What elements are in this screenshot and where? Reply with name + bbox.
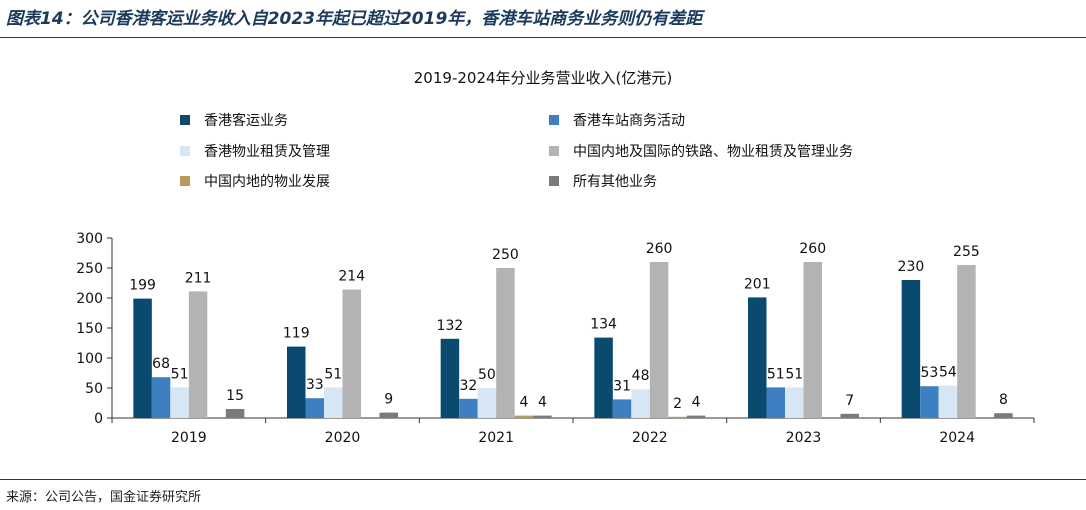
data-label-2021-s6: 4 xyxy=(538,395,547,411)
data-label-2023-s4: 260 xyxy=(799,241,826,257)
data-label-2024-s2: 53 xyxy=(921,365,939,381)
bar-2021-s2 xyxy=(459,398,478,418)
bar-2023-s3 xyxy=(785,387,804,418)
bar-2024-s4 xyxy=(957,265,976,418)
legend-swatch-4 xyxy=(549,146,559,156)
bar-2022-s3 xyxy=(631,389,650,418)
y-tick-label-100: 100 xyxy=(76,351,103,367)
bar-2022-s2 xyxy=(612,399,632,418)
data-label-2022-s1: 134 xyxy=(590,317,617,333)
bar-2024-s3 xyxy=(938,385,958,418)
y-tick-label-50: 50 xyxy=(85,381,103,397)
data-label-2024-s1: 230 xyxy=(898,259,925,275)
bar-2021-s4 xyxy=(496,268,515,418)
data-label-2019-s6: 15 xyxy=(226,388,244,404)
plot-area: 0501001502002503002019199685121115202011… xyxy=(76,231,1035,446)
bar-2023-s2 xyxy=(766,387,785,418)
bar-2024-s2 xyxy=(920,386,939,418)
bar-2020-s3 xyxy=(324,387,343,418)
bar-2020-s6 xyxy=(379,412,398,418)
figure-title: 图表14：公司香港客运业务收入自2023年起已超过2019年，香港车站商务业务则… xyxy=(6,9,703,29)
bar-2021-s1 xyxy=(440,338,460,418)
data-label-2021-s1: 132 xyxy=(437,318,464,334)
bar-2022-s5 xyxy=(668,416,687,418)
x-tick-label-2019: 2019 xyxy=(171,430,207,446)
y-tick-label-150: 150 xyxy=(76,321,103,337)
legend-label-6: 所有其他业务 xyxy=(573,174,657,190)
legend-swatch-3 xyxy=(180,146,190,156)
legend-label-2: 香港车站商务活动 xyxy=(573,112,685,129)
data-label-2022-s2: 31 xyxy=(613,378,631,394)
bar-2022-s6 xyxy=(686,415,706,418)
bar-2020-s1 xyxy=(287,346,306,418)
data-label-2021-s5: 4 xyxy=(519,395,528,411)
data-label-2023-s6: 7 xyxy=(845,393,854,409)
source-note: 来源：公司公告，国金证券研究所 xyxy=(6,490,202,505)
top-rule xyxy=(0,37,1086,38)
data-label-2022-s5: 2 xyxy=(673,396,682,412)
data-label-2022-s3: 48 xyxy=(632,368,650,384)
y-tick-label-250: 250 xyxy=(76,261,103,277)
data-label-2019-s1: 199 xyxy=(129,278,156,294)
bar-2021-s3 xyxy=(477,388,497,418)
bar-2019-s6 xyxy=(225,409,245,418)
legend-label-3: 香港物业租赁及管理 xyxy=(204,144,330,160)
data-label-2023-s3: 51 xyxy=(785,366,803,382)
bar-2019-s1 xyxy=(133,298,152,418)
legend-label-5: 中国内地的物业发展 xyxy=(204,174,330,190)
data-label-2019-s3: 51 xyxy=(171,366,189,382)
data-label-2022-s4: 260 xyxy=(646,241,673,257)
y-tick-label-0: 0 xyxy=(94,411,103,427)
bar-2019-s4 xyxy=(188,291,208,418)
bottom-rule xyxy=(0,479,1086,480)
x-tick-label-2020: 2020 xyxy=(325,430,361,446)
data-label-2021-s2: 32 xyxy=(460,378,478,394)
legend-swatch-6 xyxy=(549,176,559,186)
y-tick-label-200: 200 xyxy=(76,291,103,307)
data-label-2021-s4: 250 xyxy=(492,247,519,263)
legend-label-4: 中国内地及国际的铁路、物业租赁及管理业务 xyxy=(573,144,853,160)
chart: 2019-2024年分业务营业收入(亿港元) 香港客运业务 香港车站商务活动香港物… xyxy=(76,69,1035,446)
legend-label-1: 香港客运业务 xyxy=(204,112,288,129)
legend-swatch-5 xyxy=(180,176,190,186)
bar-2023-s1 xyxy=(748,297,767,418)
bar-2019-s3 xyxy=(170,387,189,418)
data-label-2023-s2: 51 xyxy=(767,366,785,382)
data-label-2020-s4: 214 xyxy=(338,269,365,285)
x-tick-label-2022: 2022 xyxy=(632,430,668,446)
bar-2023-s4 xyxy=(803,262,822,418)
bar-2020-s4 xyxy=(342,289,361,418)
data-label-2021-s3: 50 xyxy=(478,367,496,383)
bar-2023-s6 xyxy=(840,413,859,418)
data-label-2022-s6: 4 xyxy=(692,395,701,411)
data-label-2020-s1: 119 xyxy=(283,326,310,342)
bar-2022-s4 xyxy=(649,262,669,418)
data-label-2019-s4: 211 xyxy=(185,270,212,286)
x-tick-label-2023: 2023 xyxy=(786,430,822,446)
bar-2024-s6 xyxy=(994,413,1013,418)
bar-2020-s2 xyxy=(305,398,324,418)
data-label-2020-s3: 51 xyxy=(324,366,342,382)
bar-2019-s2 xyxy=(151,377,171,418)
data-label-2023-s1: 201 xyxy=(744,276,771,292)
data-label-2019-s2: 68 xyxy=(152,356,170,372)
legend-swatch-2 xyxy=(549,115,559,125)
data-label-2020-s2: 33 xyxy=(306,377,324,393)
legend-swatch-1 xyxy=(180,115,190,125)
data-label-2024-s3: 54 xyxy=(939,365,957,381)
x-tick-label-2021: 2021 xyxy=(478,430,514,446)
chart-title: 2019-2024年分业务营业收入(亿港元) xyxy=(414,69,672,87)
x-tick-label-2024: 2024 xyxy=(939,430,975,446)
bar-2021-s5 xyxy=(514,415,534,418)
y-tick-label-300: 300 xyxy=(76,231,103,247)
data-label-2024-s4: 255 xyxy=(953,244,980,260)
bar-2022-s1 xyxy=(594,337,613,418)
data-label-2020-s6: 9 xyxy=(384,392,393,408)
bar-2021-s6 xyxy=(533,415,552,418)
bar-2024-s1 xyxy=(901,280,921,418)
data-label-2024-s6: 8 xyxy=(999,392,1008,408)
